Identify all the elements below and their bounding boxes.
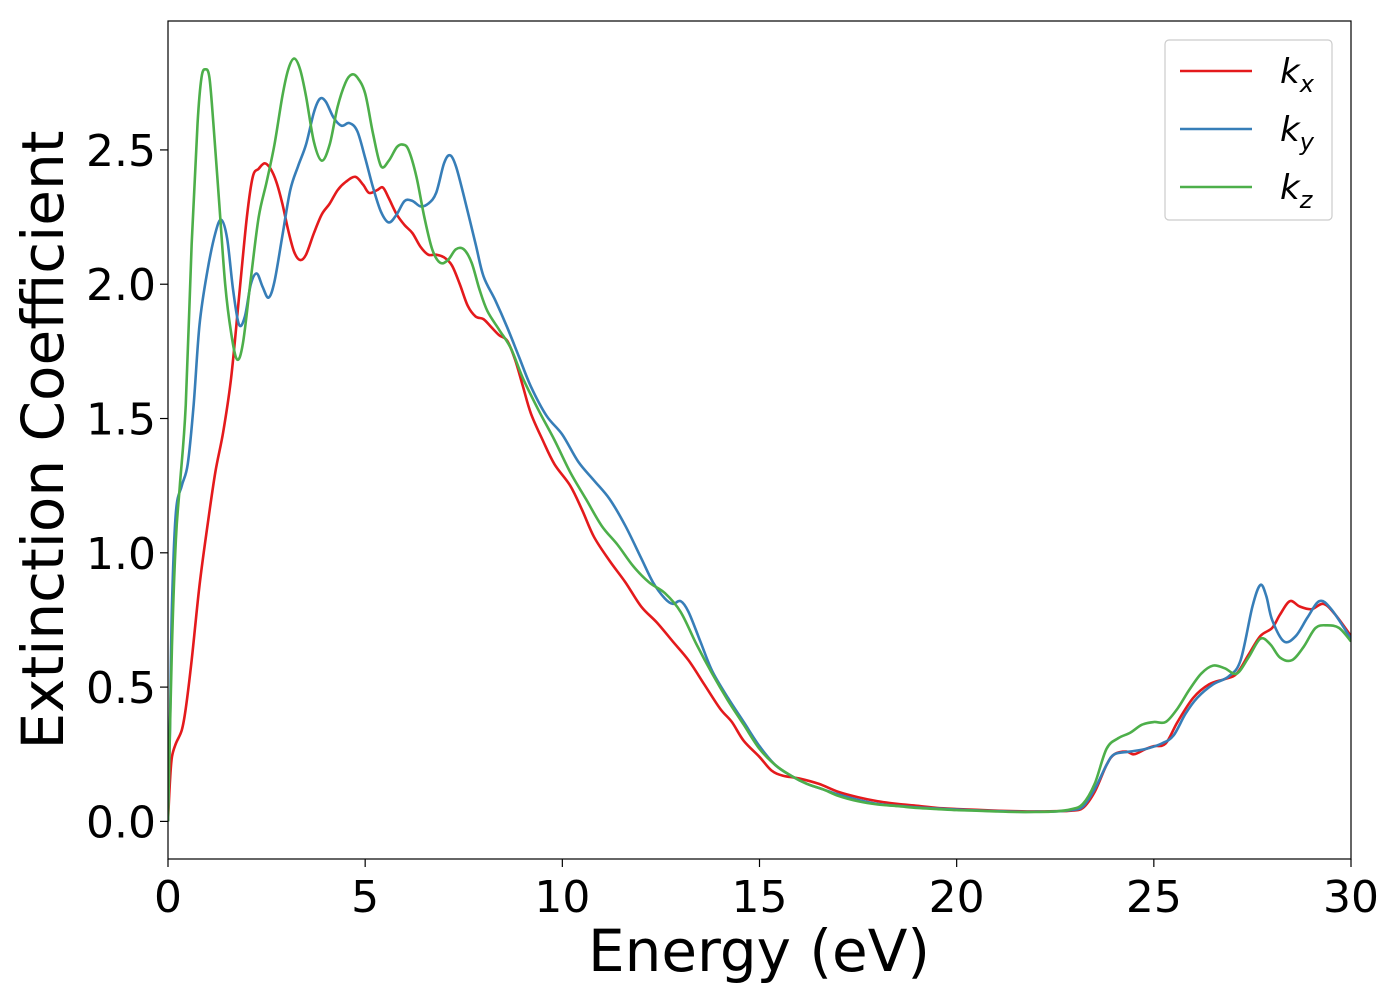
x-tick-label: 20 bbox=[929, 872, 985, 923]
series-line-x bbox=[168, 162, 1351, 822]
x-axis-ticks: 0 5 10 15 20 25 30 bbox=[154, 859, 1379, 923]
y-tick-label: 2.5 bbox=[86, 126, 156, 177]
legend: kx ky kz bbox=[1164, 39, 1333, 221]
y-tick-label: 0.0 bbox=[86, 797, 156, 848]
x-tick-label: 0 bbox=[154, 872, 182, 923]
legend-label-y: ky bbox=[1280, 110, 1315, 156]
series-layer bbox=[168, 57, 1351, 822]
y-tick-label: 0.5 bbox=[86, 663, 156, 714]
legend-label-x: kx bbox=[1280, 52, 1315, 98]
x-tick-label: 30 bbox=[1323, 872, 1379, 923]
y-tick-label: 1.5 bbox=[86, 395, 156, 446]
x-axis-label: Energy (eV) bbox=[588, 917, 930, 985]
x-tick-label: 5 bbox=[351, 872, 379, 923]
x-tick-label: 25 bbox=[1126, 872, 1182, 923]
legend-label-z: kz bbox=[1280, 168, 1314, 214]
series-line-y bbox=[168, 96, 1351, 822]
x-tick-label: 15 bbox=[732, 872, 788, 923]
y-tick-label: 2.0 bbox=[86, 260, 156, 311]
y-tick-label: 1.0 bbox=[86, 529, 156, 580]
y-axis-ticks: 0.0 0.5 1.0 1.5 2.0 2.5 bbox=[86, 126, 168, 848]
y-axis-label: Extinction Coefficient bbox=[9, 131, 77, 750]
x-tick-label: 10 bbox=[534, 872, 590, 923]
series-line-z bbox=[168, 57, 1351, 822]
